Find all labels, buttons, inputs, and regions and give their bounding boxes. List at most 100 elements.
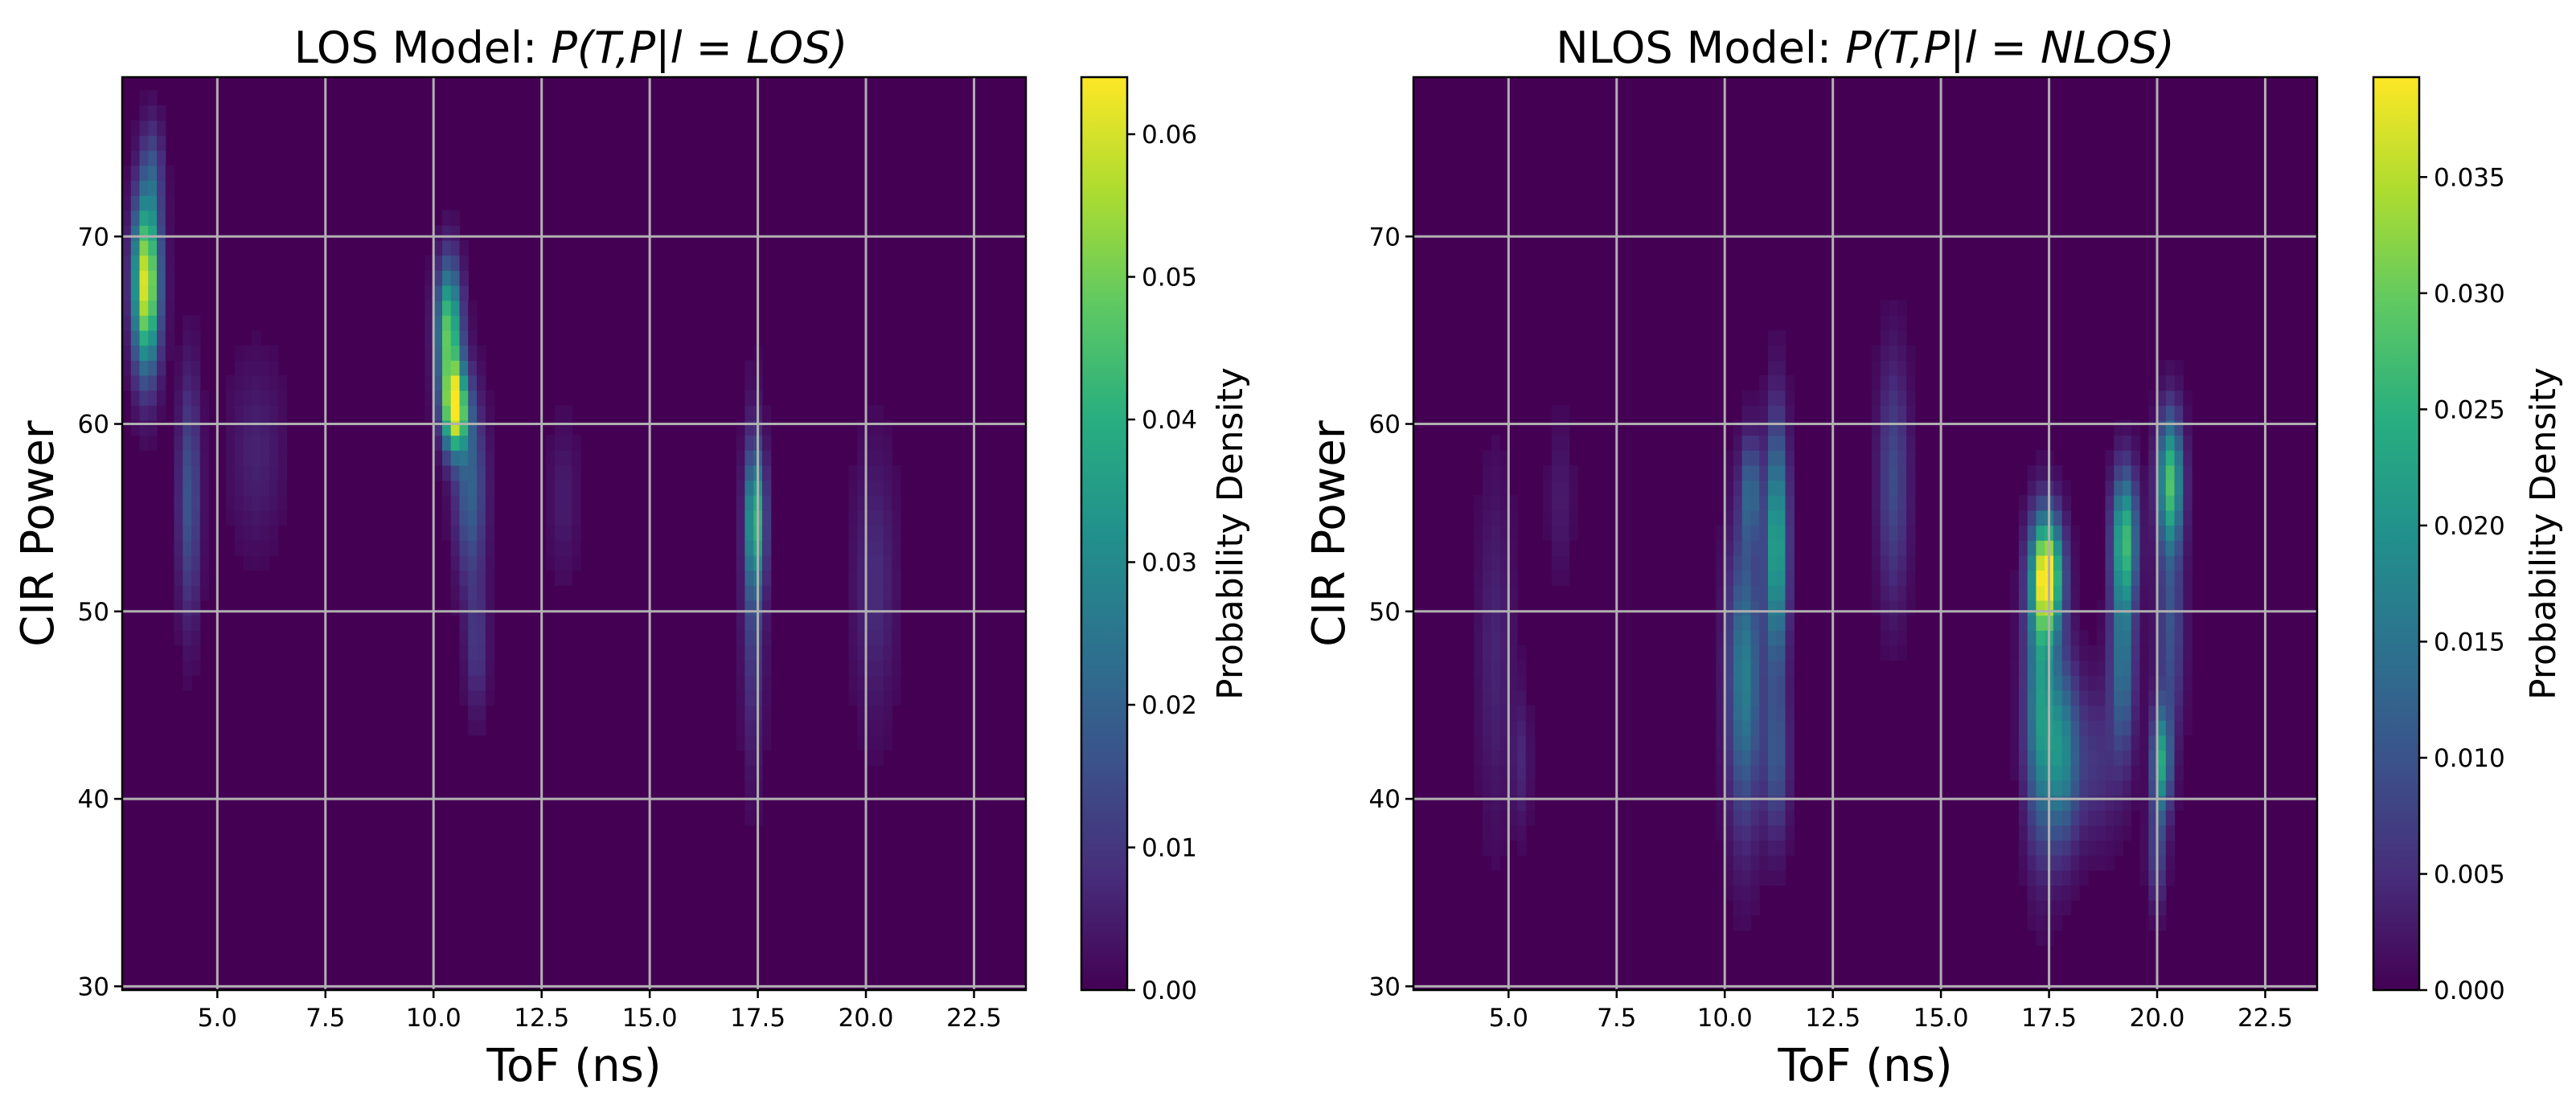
nlos-heatmap-cell (2061, 525, 2072, 541)
nlos-heatmap-cell (2027, 735, 2037, 751)
nlos-heatmap-cell (2079, 720, 2089, 736)
los-heatmap-cell (892, 570, 901, 586)
nlos-heatmap-cell (2131, 615, 2141, 631)
nlos-heatmap-cell (2010, 630, 2020, 646)
los-heatmap-cell (174, 570, 183, 586)
nlos-heatmap-cell (1776, 450, 1786, 466)
nlos-heatmap-cell (2010, 765, 2020, 781)
nlos-heatmap-cell (1750, 525, 1760, 541)
los-heatmap-cell (485, 495, 495, 511)
nlos-heatmap-cell (1733, 419, 1743, 436)
los-heatmap-cell (761, 585, 772, 601)
nlos-heatmap-cell (2027, 585, 2037, 601)
los-heatmap-cell (736, 480, 746, 496)
nlos-heatmap-cell (2148, 645, 2158, 661)
nlos-heatmap-cell (1750, 795, 1760, 811)
los-heatmap-cell (857, 645, 867, 661)
nlos-heatmap-cell (2131, 585, 2141, 601)
nlos-heatmap-cell (1499, 765, 1509, 781)
nlos-heatmap-cell (2053, 765, 2063, 781)
nlos-heatmap-cell (2183, 495, 2192, 511)
nlos-heatmap-cell (1517, 660, 1527, 676)
los-heatmap-cell (442, 450, 452, 466)
los-heatmap-cell (243, 419, 252, 436)
los-heatmap-cell (477, 419, 486, 436)
nlos-heatmap-cell (2165, 390, 2176, 406)
los-heatmap-cell (546, 435, 556, 451)
los-heatmap-cell (874, 495, 884, 511)
nlos-heatmap-cell (2027, 825, 2037, 841)
los-heatmap-cell (450, 329, 461, 346)
los-heatmap-cell (468, 419, 478, 436)
nlos-heatmap-cell (2174, 690, 2184, 706)
los-heatmap-cell (874, 690, 884, 706)
nlos-heatmap-cell (2036, 825, 2045, 841)
nlos-heatmap-cell (2053, 630, 2063, 646)
los-heatmap-cell (866, 600, 876, 616)
los-heatmap-cell (234, 480, 244, 496)
nlos-heatmap-cell (2131, 780, 2141, 796)
nlos-heatmap-cell (1750, 675, 1760, 691)
los-heatmap-cell (139, 255, 149, 271)
los-heatmap-cell (260, 510, 270, 526)
los-heatmap-cell (130, 315, 141, 331)
los-heatmap-cell (563, 419, 572, 436)
nlos-heatmap-cell (1716, 750, 1725, 766)
nlos-heatmap-cell (2165, 435, 2176, 451)
los-heatmap-cell (442, 419, 452, 436)
nlos-heatmap-cell (1733, 555, 1743, 571)
nlos-heatmap-cell (1906, 374, 1916, 391)
nlos-heatmap-cell (1785, 720, 1795, 736)
los-heatmap-cell (459, 585, 469, 601)
nlos-heatmap-cell (1508, 555, 1518, 571)
los-heatmap-cell (459, 315, 469, 331)
los-heatmap-cell (442, 225, 452, 241)
los-heatmap-cell (433, 465, 443, 481)
nlos-heatmap-cell (2123, 419, 2132, 436)
nlos-heatmap-cell (1483, 720, 1492, 736)
los-heatmap-cell (468, 450, 478, 466)
nlos-heatmap-cell (1560, 450, 1570, 466)
los-heatmap-cell (892, 480, 901, 496)
los-heatmap-cell (874, 660, 884, 676)
los-heatmap-cell (468, 360, 478, 376)
los-heatmap-cell (174, 435, 183, 451)
los-heatmap-cell (477, 720, 486, 736)
nlos-heatmap-cell (1872, 555, 1881, 571)
los-heatmap-cell (744, 510, 754, 526)
los-heatmap-cell (848, 615, 858, 631)
los-heatmap-cell (477, 690, 486, 706)
nlos-heatmap-cell (1725, 720, 1734, 736)
los-heatmap-cell (761, 690, 772, 706)
los-heatmap-cell (433, 435, 443, 451)
los-heatmap-cell (459, 645, 469, 661)
nlos-heatmap-cell (2174, 585, 2184, 601)
nlos-heatmap-cell (1716, 735, 1725, 751)
nlos-heatmap-cell (2010, 600, 2020, 616)
nlos-heatmap-cell (2053, 600, 2063, 616)
los-heatmap-cell (459, 255, 469, 271)
los-heatmap-cell (243, 555, 252, 571)
nlos-heatmap-cell (1889, 315, 1898, 331)
los-heatmap-cell (866, 480, 876, 496)
nlos-heatmap-cell (2027, 780, 2037, 796)
los-heatmap-cell (183, 374, 192, 391)
nlos-heatmap-cell (1785, 510, 1795, 526)
los-heatmap-cell (485, 435, 495, 451)
nlos-heatmap-cell (2165, 795, 2176, 811)
nlos-heatmap-cell (1517, 825, 1527, 841)
los-heatmap-cell (130, 210, 141, 226)
los-heatmap-cell (226, 390, 236, 406)
los-heatmap-cell (459, 630, 469, 646)
nlos-heatmap-cell (2105, 615, 2115, 631)
nlos-heatmap-cell (2105, 540, 2115, 556)
nlos-heatmap-cell (2165, 419, 2176, 436)
los-heatmap-cell (442, 390, 452, 406)
nlos-heatmap-cell (1776, 555, 1786, 571)
los-heatmap-cell (122, 255, 132, 271)
nlos-heatmap-cell (1906, 345, 1916, 361)
nlos-heatmap-cell (2061, 870, 2072, 886)
los-heatmap-cell (139, 435, 149, 451)
los-heatmap-cell (848, 525, 858, 541)
los-heatmap-cell (139, 390, 149, 406)
